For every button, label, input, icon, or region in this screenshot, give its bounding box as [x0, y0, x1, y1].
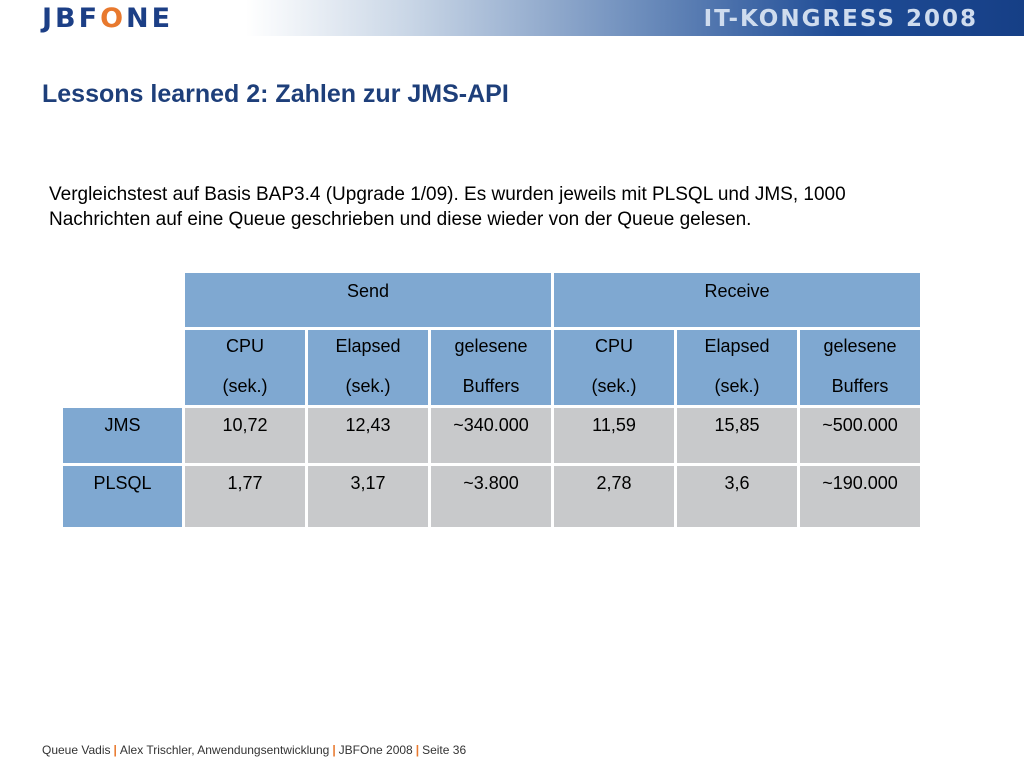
table-cell: 15,85	[677, 408, 797, 463]
event-name: IT-KONGRESS 2008	[703, 6, 978, 32]
footer-event: JBFOne 2008	[338, 743, 413, 757]
footer-title: Queue Vadis	[42, 743, 111, 757]
group-header-row: Send Receive	[63, 273, 920, 327]
footer-separator: |	[113, 743, 117, 757]
intro-line-1: Vergleichstest auf Basis BAP3.4 (Upgrade…	[49, 184, 846, 205]
table-cell: 11,59	[554, 408, 674, 463]
group-send: Send	[185, 273, 551, 327]
footer-page-number: Seite 36	[422, 743, 467, 757]
footer: Queue Vadis | Alex Trischler, Anwendungsen…	[42, 743, 466, 757]
table-row: PLSQL 1,77 3,17 ~3.800 2,78 3,6 ~190.000	[63, 466, 920, 527]
column-header: Elapsed (sek.)	[308, 330, 428, 405]
table-cell: 3,6	[677, 466, 797, 527]
table-cell: 3,17	[308, 466, 428, 527]
column-header-row: CPU (sek.) Elapsed (sek.) gelesene Buffers …	[63, 330, 920, 405]
column-header: gelesene Buffers	[800, 330, 920, 405]
slide-title: Lessons learned 2: Zahlen zur JMS-API	[42, 80, 509, 108]
row-label: JMS	[63, 408, 182, 463]
column-header: gelesene Buffers	[431, 330, 551, 405]
table-cell: 12,43	[308, 408, 428, 463]
table-cell: ~500.000	[800, 408, 920, 463]
table-row: JMS 10,72 12,43 ~340.000 11,59 15,85 ~50…	[63, 408, 920, 463]
table-cell: ~190.000	[800, 466, 920, 527]
intro-line-2: Nachrichten auf eine Queue geschrieben u…	[49, 209, 752, 230]
table-cell: 1,77	[185, 466, 305, 527]
column-header: CPU (sek.)	[554, 330, 674, 405]
corner-cell	[63, 330, 182, 405]
table-cell: ~340.000	[431, 408, 551, 463]
column-header: CPU (sek.)	[185, 330, 305, 405]
group-receive: Receive	[554, 273, 920, 327]
corner-cell	[63, 273, 182, 327]
table-cell: 10,72	[185, 408, 305, 463]
table-cell: ~3.800	[431, 466, 551, 527]
footer-author: Alex Trischler, Anwendungsentwicklung	[119, 743, 330, 757]
intro-text: Vergleichstest auf Basis BAP3.4 (Upgrade…	[49, 182, 979, 232]
footer-separator: |	[332, 743, 336, 757]
results-table: Send Receive CPU (sek.) Elapsed (sek.) gel…	[60, 270, 923, 530]
table-cell: 2,78	[554, 466, 674, 527]
jbfone-logo: JBFONE	[42, 3, 174, 34]
column-header: Elapsed (sek.)	[677, 330, 797, 405]
footer-separator: |	[415, 743, 420, 757]
header-banner	[0, 0, 1024, 36]
row-label: PLSQL	[63, 466, 182, 527]
